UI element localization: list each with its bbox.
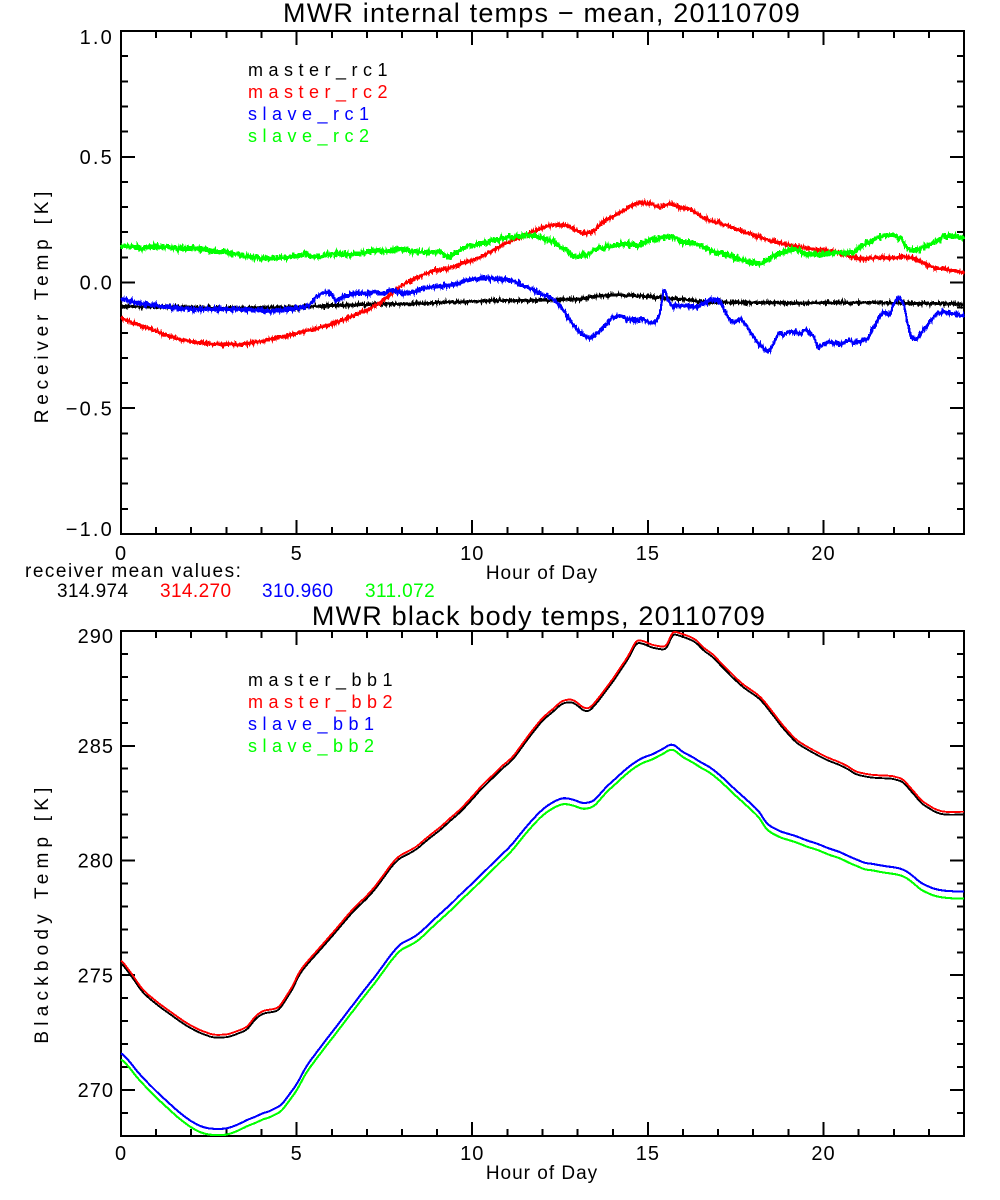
svg-text:15: 15 (636, 543, 660, 565)
svg-text:0: 0 (115, 543, 127, 565)
svg-text:MWR black body temps, 20110709: MWR black body temps, 20110709 (312, 601, 766, 631)
svg-text:−0.5: −0.5 (66, 398, 114, 420)
svg-text:5: 5 (291, 1143, 303, 1165)
svg-text:Blackbody Temp [K]: Blackbody Temp [K] (32, 782, 53, 1043)
svg-text:0.0: 0.0 (80, 273, 114, 295)
svg-text:master_bb1: master_bb1 (248, 670, 398, 691)
svg-text:15: 15 (636, 1143, 660, 1165)
svg-text:290: 290 (78, 626, 114, 648)
svg-text:slave_bb1: slave_bb1 (248, 714, 380, 735)
svg-text:0: 0 (115, 1143, 127, 1165)
svg-text:10: 10 (460, 1143, 484, 1165)
svg-text:285: 285 (78, 736, 114, 758)
svg-text:5: 5 (291, 543, 303, 565)
svg-text:314.270: 314.270 (160, 581, 231, 602)
svg-text:280: 280 (78, 851, 114, 873)
svg-text:Receiver Temp [K]: Receiver Temp [K] (32, 187, 53, 423)
svg-text:275: 275 (78, 965, 114, 987)
svg-text:slave_bb2: slave_bb2 (248, 736, 380, 757)
svg-text:20: 20 (811, 543, 835, 565)
svg-text:10: 10 (460, 543, 484, 565)
svg-text:Hour of Day: Hour of Day (486, 1163, 598, 1184)
svg-text:314.974: 314.974 (57, 581, 129, 602)
svg-text:310.960: 310.960 (262, 581, 333, 602)
svg-text:master_rc1: master_rc1 (248, 60, 393, 81)
svg-text:receiver mean values:: receiver mean values: (25, 561, 242, 582)
svg-text:270: 270 (78, 1080, 114, 1102)
svg-text:slave_rc1: slave_rc1 (248, 104, 375, 125)
svg-text:0.5: 0.5 (80, 147, 114, 169)
svg-text:311.072: 311.072 (365, 581, 435, 602)
svg-text:−1.0: −1.0 (66, 519, 114, 541)
svg-text:20: 20 (811, 1143, 835, 1165)
svg-text:slave_rc2: slave_rc2 (248, 126, 375, 147)
svg-text:1.0: 1.0 (80, 27, 114, 49)
svg-text:master_bb2: master_bb2 (248, 692, 398, 713)
svg-text:Hour of Day: Hour of Day (486, 563, 598, 584)
svg-text:master_rc2: master_rc2 (248, 82, 393, 103)
svg-text:MWR internal temps − mean, 201: MWR internal temps − mean, 20110709 (283, 0, 801, 28)
